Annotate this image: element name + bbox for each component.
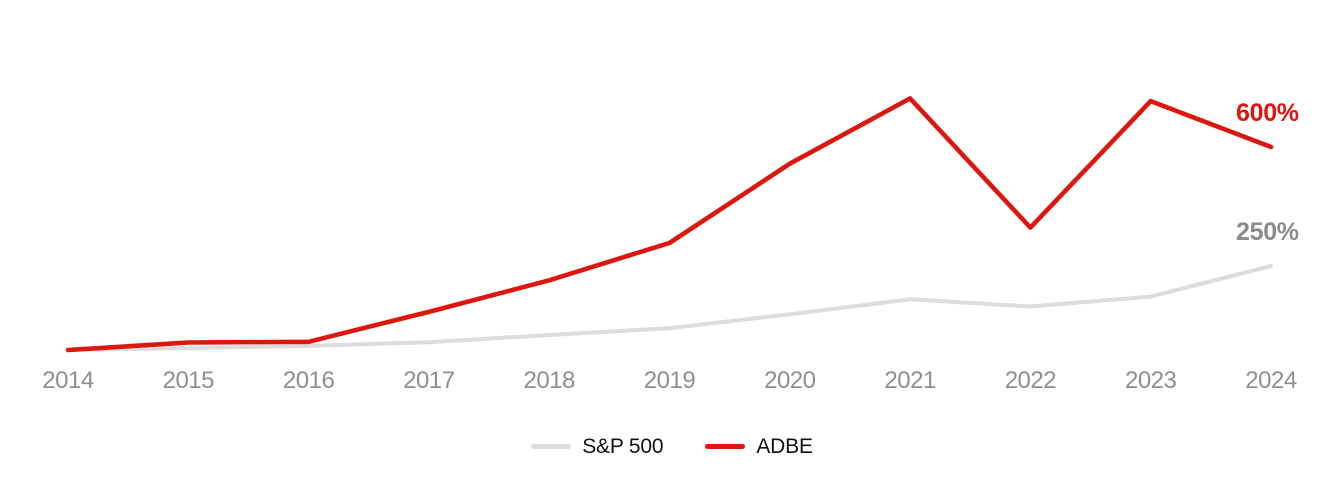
x-tick-label-2022: 2022 bbox=[1004, 367, 1057, 394]
sp500-line-swatch bbox=[531, 444, 572, 449]
x-tick-label-2024: 2024 bbox=[1245, 367, 1297, 394]
x-tick-label-2016: 2016 bbox=[282, 367, 335, 394]
adbe-line-swatch bbox=[705, 444, 746, 449]
sp500-end-value-label: 250% bbox=[1236, 218, 1299, 246]
sp500-line bbox=[66, 264, 1273, 352]
sp500-legend-label: S&P 500 bbox=[582, 435, 664, 458]
legend: S&P 500 ADBE bbox=[0, 436, 1344, 457]
x-tick-label-2014: 2014 bbox=[42, 367, 94, 394]
legend-item-sp500: S&P 500 bbox=[531, 435, 664, 458]
x-tick-label-2020: 2020 bbox=[764, 367, 816, 394]
x-tick-label-2019: 2019 bbox=[643, 367, 696, 394]
x-tick-label-2023: 2023 bbox=[1124, 367, 1177, 394]
adbe-end-value-label: 600% bbox=[1236, 99, 1299, 127]
x-tick-label-2015: 2015 bbox=[162, 367, 215, 394]
x-tick-label-2021: 2021 bbox=[884, 367, 936, 394]
x-tick-label-2018: 2018 bbox=[523, 367, 575, 394]
adbe-line bbox=[65, 96, 1274, 353]
x-tick-label-2017: 2017 bbox=[403, 367, 455, 394]
legend-item-adbe: ADBE bbox=[705, 435, 813, 458]
adbe-legend-label: ADBE bbox=[756, 435, 813, 458]
